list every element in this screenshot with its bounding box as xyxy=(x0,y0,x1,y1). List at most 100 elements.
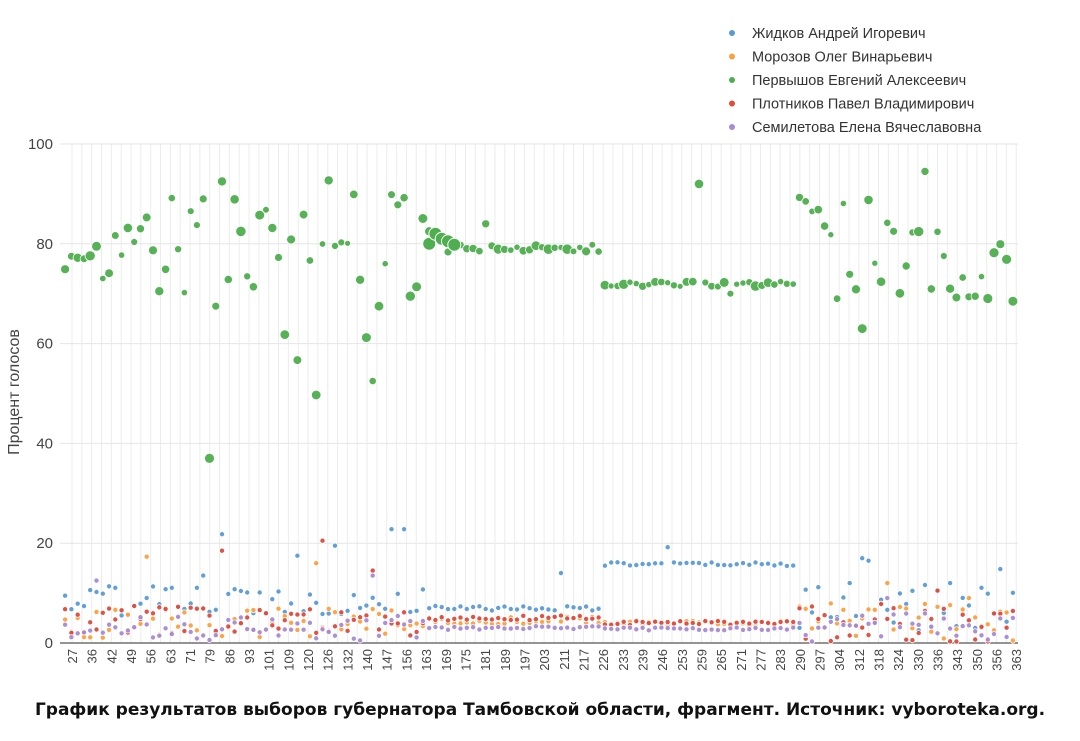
data-point xyxy=(740,618,747,625)
data-point xyxy=(413,634,420,641)
data-point xyxy=(218,626,225,633)
data-point xyxy=(922,600,929,607)
x-tick-label: 246 xyxy=(655,649,670,671)
data-point xyxy=(444,626,451,633)
data-point xyxy=(827,600,834,607)
data-point xyxy=(331,609,338,616)
data-point xyxy=(770,280,779,289)
data-point xyxy=(614,620,621,627)
data-point xyxy=(809,625,816,632)
data-point xyxy=(507,606,514,613)
data-point xyxy=(746,620,753,627)
data-point xyxy=(244,614,251,621)
data-point xyxy=(783,626,790,633)
data-point xyxy=(426,615,433,622)
data-point xyxy=(382,619,389,626)
data-point xyxy=(338,609,345,616)
x-tick-label: 233 xyxy=(616,649,631,671)
x-tick-label: 253 xyxy=(675,649,690,671)
data-point xyxy=(250,626,257,633)
legend: Жидков Андрей Игоревич Морозов Олег Винар… xyxy=(729,26,982,136)
x-tick-label: 197 xyxy=(517,649,532,671)
data-point xyxy=(256,607,263,614)
data-point xyxy=(859,624,866,631)
data-point xyxy=(539,613,546,620)
data-point xyxy=(344,627,351,634)
data-point xyxy=(375,632,382,639)
x-tick-label: 283 xyxy=(773,649,788,671)
data-point xyxy=(488,624,495,631)
data-point xyxy=(633,626,640,633)
data-point xyxy=(143,595,150,602)
data-point xyxy=(576,243,584,251)
data-point xyxy=(369,567,376,574)
data-point xyxy=(294,620,301,627)
data-point xyxy=(652,560,659,567)
data-point xyxy=(156,604,163,611)
data-point xyxy=(821,612,828,619)
data-point xyxy=(727,562,734,569)
data-point xyxy=(394,612,401,619)
data-point xyxy=(796,619,803,626)
data-point xyxy=(131,624,138,631)
y-axis: 0 20 40 60 80 100 xyxy=(28,136,53,652)
data-point xyxy=(122,222,134,233)
data-point xyxy=(658,624,665,631)
data-point xyxy=(338,621,345,628)
data-point xyxy=(237,614,244,621)
data-point xyxy=(658,560,665,567)
data-point xyxy=(865,620,872,627)
data-point xyxy=(281,617,288,624)
data-point xyxy=(93,626,100,633)
data-point xyxy=(457,614,464,621)
data-point xyxy=(558,618,565,625)
data-point xyxy=(953,638,960,645)
data-point xyxy=(513,243,521,251)
data-point xyxy=(514,624,521,631)
x-tick-label: 93 xyxy=(242,649,257,663)
data-point xyxy=(746,561,753,568)
data-point xyxy=(627,562,634,569)
data-point xyxy=(670,625,677,632)
data-point xyxy=(865,632,872,639)
data-point xyxy=(718,277,730,288)
data-point xyxy=(589,623,596,630)
data-point xyxy=(840,606,847,613)
data-point xyxy=(934,630,941,637)
data-point xyxy=(388,526,395,533)
data-point xyxy=(696,626,703,633)
data-point xyxy=(790,562,797,569)
data-point xyxy=(212,632,219,639)
data-point xyxy=(476,603,483,610)
legend-marker xyxy=(729,53,735,60)
data-point xyxy=(369,606,376,613)
data-point xyxy=(216,176,227,187)
data-point xyxy=(87,619,94,626)
data-point xyxy=(664,625,671,632)
data-point xyxy=(945,283,956,294)
x-tick-label: 147 xyxy=(380,649,395,671)
data-point xyxy=(206,622,213,629)
data-point xyxy=(859,612,866,619)
data-point xyxy=(558,570,565,577)
data-point xyxy=(771,562,778,569)
data-point xyxy=(438,624,445,631)
x-tick-label: 140 xyxy=(360,649,375,671)
data-point xyxy=(286,234,297,245)
data-point xyxy=(218,531,225,538)
data-point xyxy=(204,452,215,464)
data-point xyxy=(225,623,232,630)
data-point xyxy=(93,608,100,615)
data-point xyxy=(934,603,941,610)
data-point xyxy=(488,616,495,623)
data-point xyxy=(901,261,911,271)
data-point xyxy=(470,604,477,611)
data-point xyxy=(783,562,790,569)
data-point xyxy=(840,594,847,601)
data-point xyxy=(570,615,577,622)
data-point xyxy=(350,635,357,642)
data-point xyxy=(294,611,301,618)
data-point xyxy=(959,611,966,618)
data-point xyxy=(595,605,602,612)
x-tick-label: 101 xyxy=(262,649,277,671)
